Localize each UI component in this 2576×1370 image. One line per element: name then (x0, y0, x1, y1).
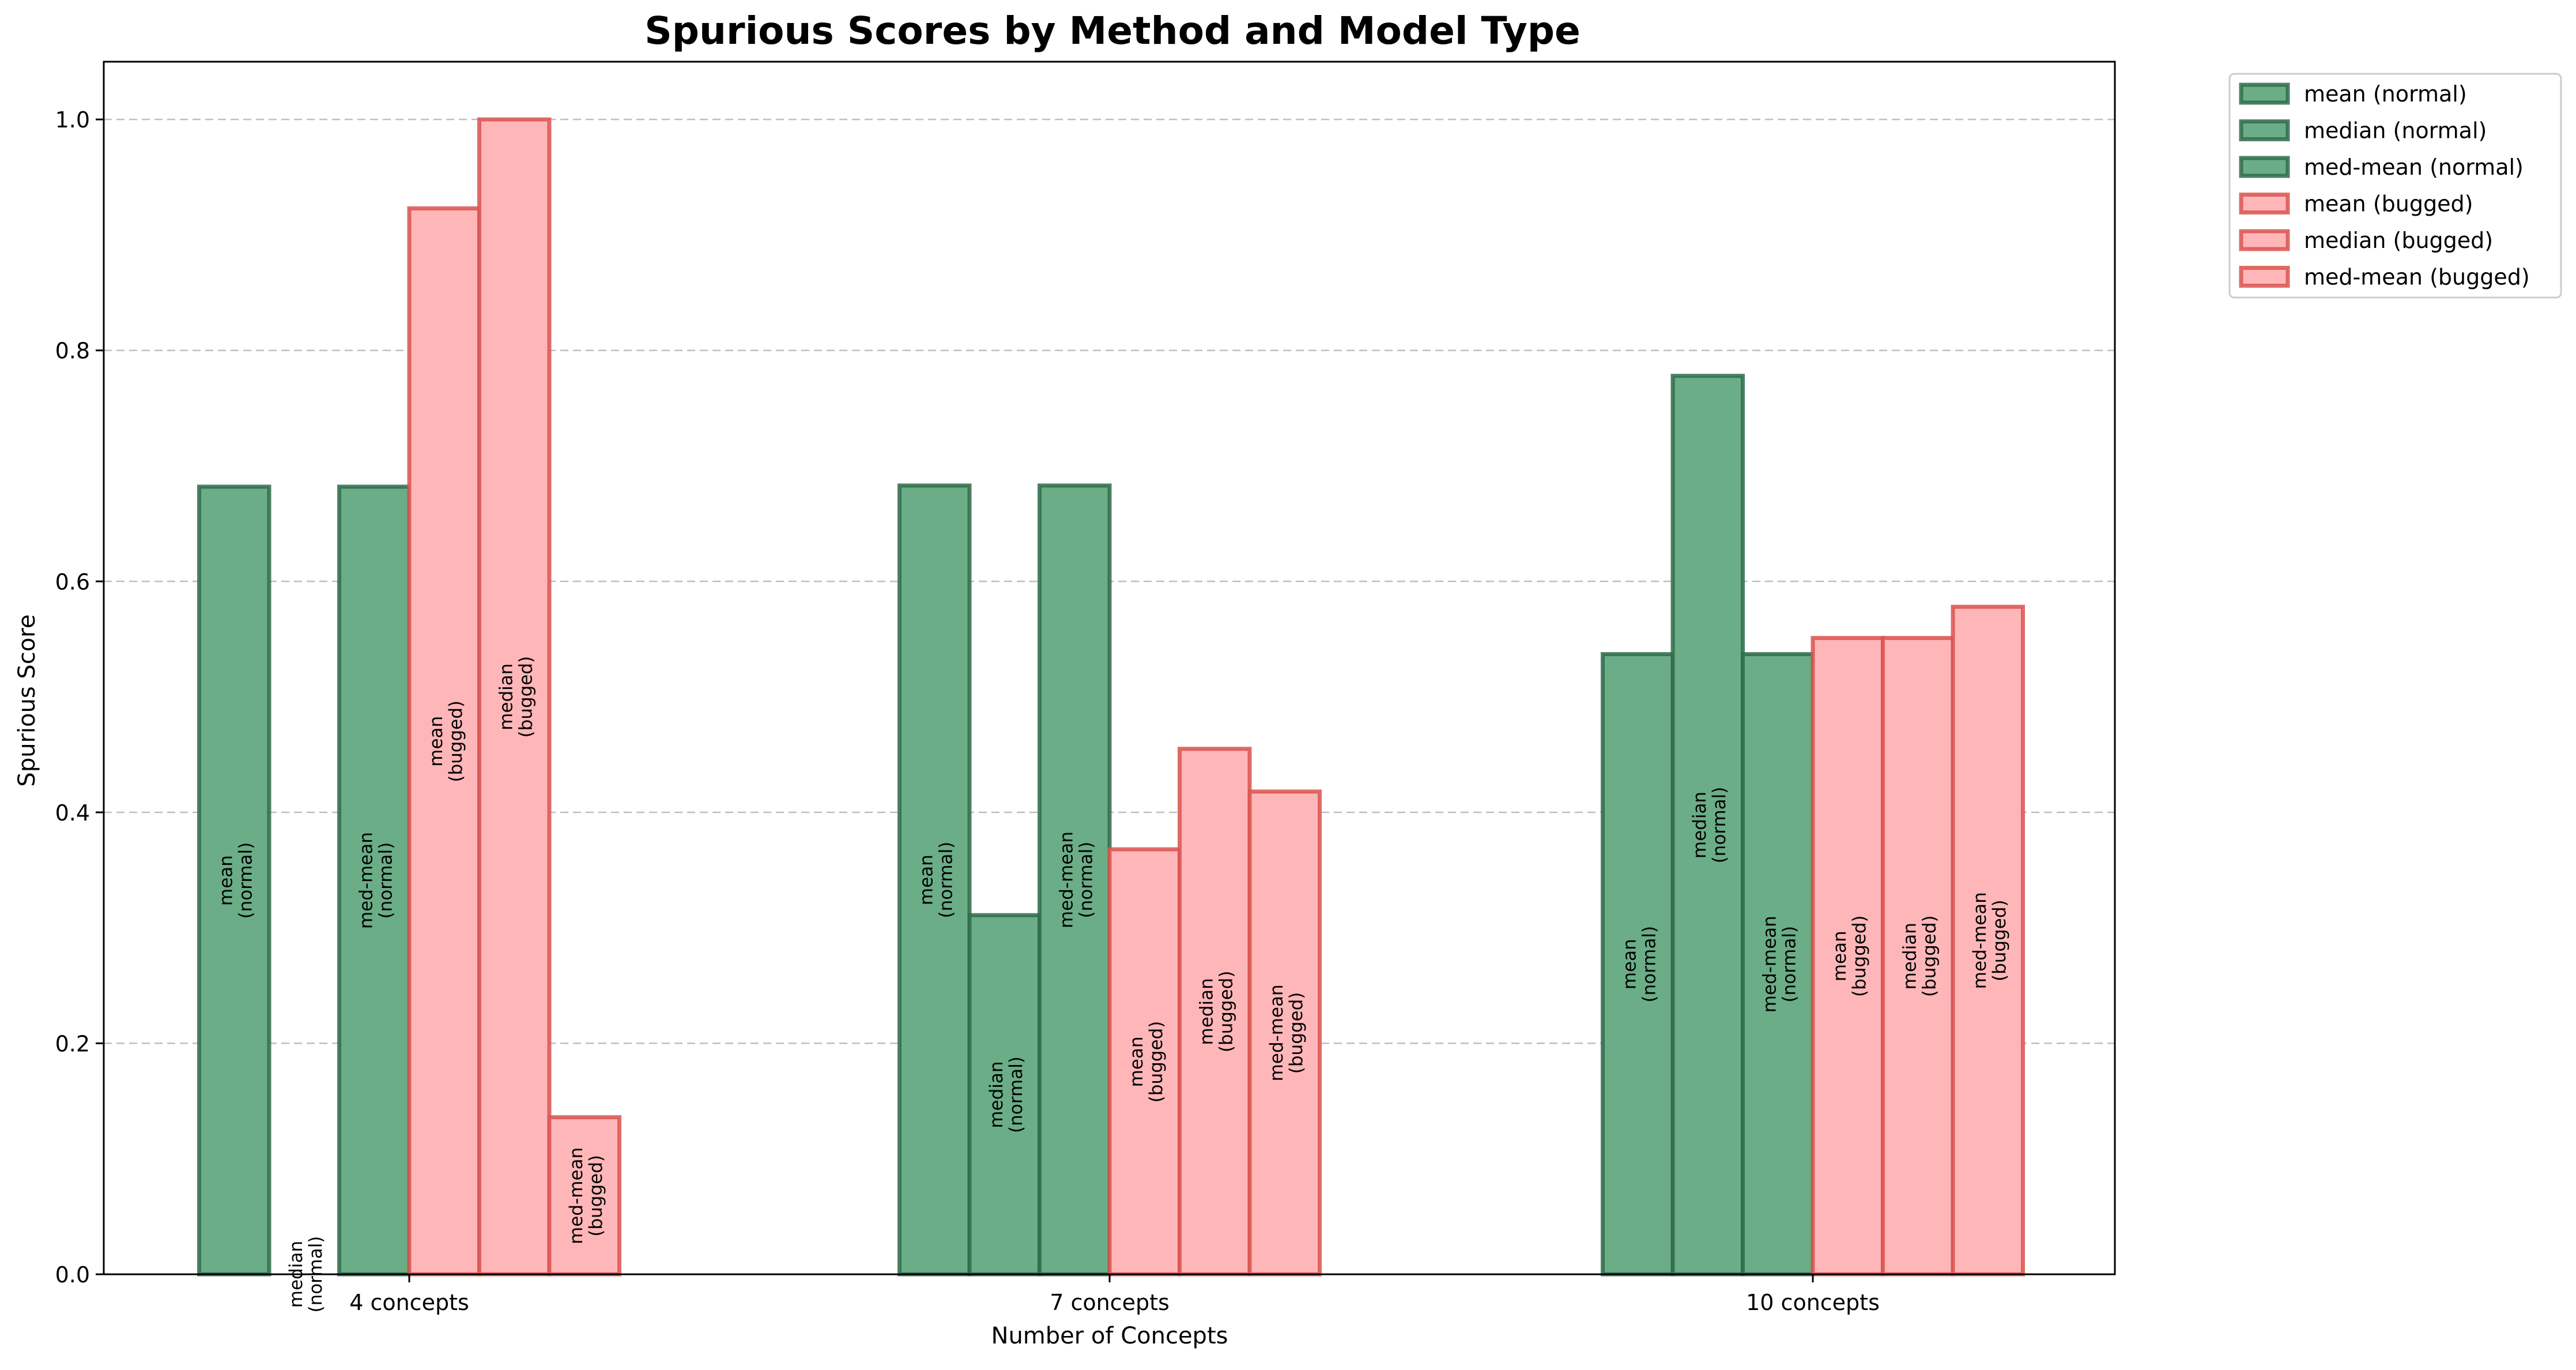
bar-label: median(normal) (1689, 786, 1730, 863)
bar-label-line: median (1689, 792, 1710, 859)
bar (1811, 635, 1885, 1277)
legend-entry: med-mean (normal) (2304, 155, 2524, 180)
bar (1741, 652, 1815, 1277)
legend-swatch (2239, 193, 2290, 214)
bar (1038, 483, 1112, 1277)
bar (1951, 604, 2025, 1277)
legend-entry: median (normal) (2304, 118, 2487, 144)
bar-label-line: (bugged) (1146, 1021, 1167, 1103)
bar-label-line: mean (1126, 1037, 1147, 1087)
y-axis-ticks: 0.0 0.2 0.4 0.6 0.8 1.0 (55, 107, 104, 1288)
y-tick-label: 0.4 (55, 800, 90, 826)
x-tick-label: 4 concepts (349, 1290, 469, 1315)
legend-entry: mean (normal) (2304, 81, 2467, 107)
y-tick-label: 0.6 (55, 569, 90, 594)
legend-swatch (2239, 229, 2290, 251)
bar-label-line: med-mean (1056, 831, 1077, 928)
legend-swatch (2239, 119, 2290, 141)
bar-label: med-mean(normal) (1056, 831, 1096, 928)
bar-label-line: med-mean (356, 832, 376, 929)
legend-swatch (2239, 82, 2290, 105)
bar-label: median(bugged) (1899, 915, 1940, 997)
bar-label-line: (normal) (375, 842, 396, 919)
bar-label-line: (bugged) (446, 701, 466, 782)
legend-entry: med-mean (bugged) (2304, 265, 2530, 290)
x-tick-label: 7 concepts (1050, 1290, 1170, 1315)
y-tick-label: 0.2 (55, 1031, 90, 1056)
bar-label: med-mean(bugged) (1970, 892, 2010, 989)
bar-label-line: mean (426, 716, 447, 767)
bar (1881, 635, 1955, 1277)
bar-label-line: (bugged) (1286, 992, 1307, 1074)
bar-label-line: (normal) (1076, 842, 1096, 919)
bar-label: median(normal) (986, 1056, 1027, 1133)
bar-label-line: (normal) (1779, 926, 1800, 1003)
bar-label: mean(bugged) (1830, 915, 1870, 997)
bar-label-line: mean (1830, 931, 1850, 981)
bar-label-line: med-mean (1970, 892, 1990, 989)
bar-label: mean(normal) (916, 842, 956, 919)
bar-label-line: (bugged) (586, 1155, 606, 1237)
legend-frame (2228, 73, 2562, 299)
legend-entry: median (bugged) (2304, 228, 2493, 253)
legend-entry: mean (bugged) (2304, 191, 2473, 217)
bar-label-line: med-mean (1759, 916, 1780, 1013)
bar-label-line: (bugged) (1849, 915, 1870, 997)
x-axis-ticks: 4 concepts 7 concepts 10 concepts (349, 1274, 1880, 1315)
bar-label: median(bugged) (496, 656, 536, 738)
x-tick-label: 10 concepts (1746, 1290, 1880, 1315)
bar-label-line: (normal) (1639, 926, 1659, 1003)
y-tick-label: 0.8 (55, 338, 90, 364)
bar-label: mean(normal) (1619, 926, 1659, 1003)
legend-swatch (2239, 156, 2290, 178)
x-axis-label: Number of Concepts (991, 1323, 1228, 1349)
bar-label: med-mean(bugged) (566, 1147, 606, 1244)
bar-label-line: (bugged) (1216, 971, 1236, 1053)
bar-label: median(bugged) (1196, 971, 1236, 1053)
y-tick-label: 0.0 (55, 1262, 90, 1288)
bar-label: med-mean(bugged) (1266, 984, 1307, 1081)
bar-label-line: med-mean (566, 1147, 587, 1244)
bar-label: mean(bugged) (1126, 1021, 1167, 1103)
bar (197, 484, 271, 1277)
bar (547, 1115, 621, 1277)
bar-label-line: mean (916, 855, 937, 905)
bar-label-line: median (986, 1061, 1007, 1128)
bar-label-line: (bugged) (1919, 915, 1940, 997)
bar-label-line: median (1899, 923, 1920, 989)
bar-label-line: (normal) (1709, 786, 1730, 863)
bar-label-line: (normal) (936, 842, 956, 919)
bar-label-line: (bugged) (515, 656, 536, 738)
chart-title: Spurious Scores by Method and Model Type (644, 9, 1580, 53)
bar-label-line: median (1196, 978, 1217, 1045)
bar-label: med-mean(normal) (356, 832, 396, 929)
y-axis-label: Spurious Score (14, 614, 40, 786)
bar (337, 484, 412, 1277)
bar-label-line: (normal) (1006, 1056, 1027, 1133)
bar-label-line: (bugged) (1989, 899, 2010, 981)
bar-label-line: mean (1619, 939, 1640, 989)
legend: mean (normal) median (normal) med-mean (no… (2228, 73, 2562, 299)
bars (197, 117, 2025, 1277)
legend-swatch (2239, 266, 2290, 288)
bar-label: med-mean(normal) (1759, 916, 1800, 1013)
bar-label-line: mean (216, 855, 236, 906)
y-tick-label: 1.0 (55, 107, 90, 133)
bar-label-line: med-mean (1266, 984, 1287, 1081)
bar-label: mean(bugged) (426, 701, 466, 782)
bar-label-line: (normal) (235, 842, 256, 919)
bar-label: mean(normal) (216, 842, 256, 919)
bar-label-line: median (496, 663, 516, 730)
